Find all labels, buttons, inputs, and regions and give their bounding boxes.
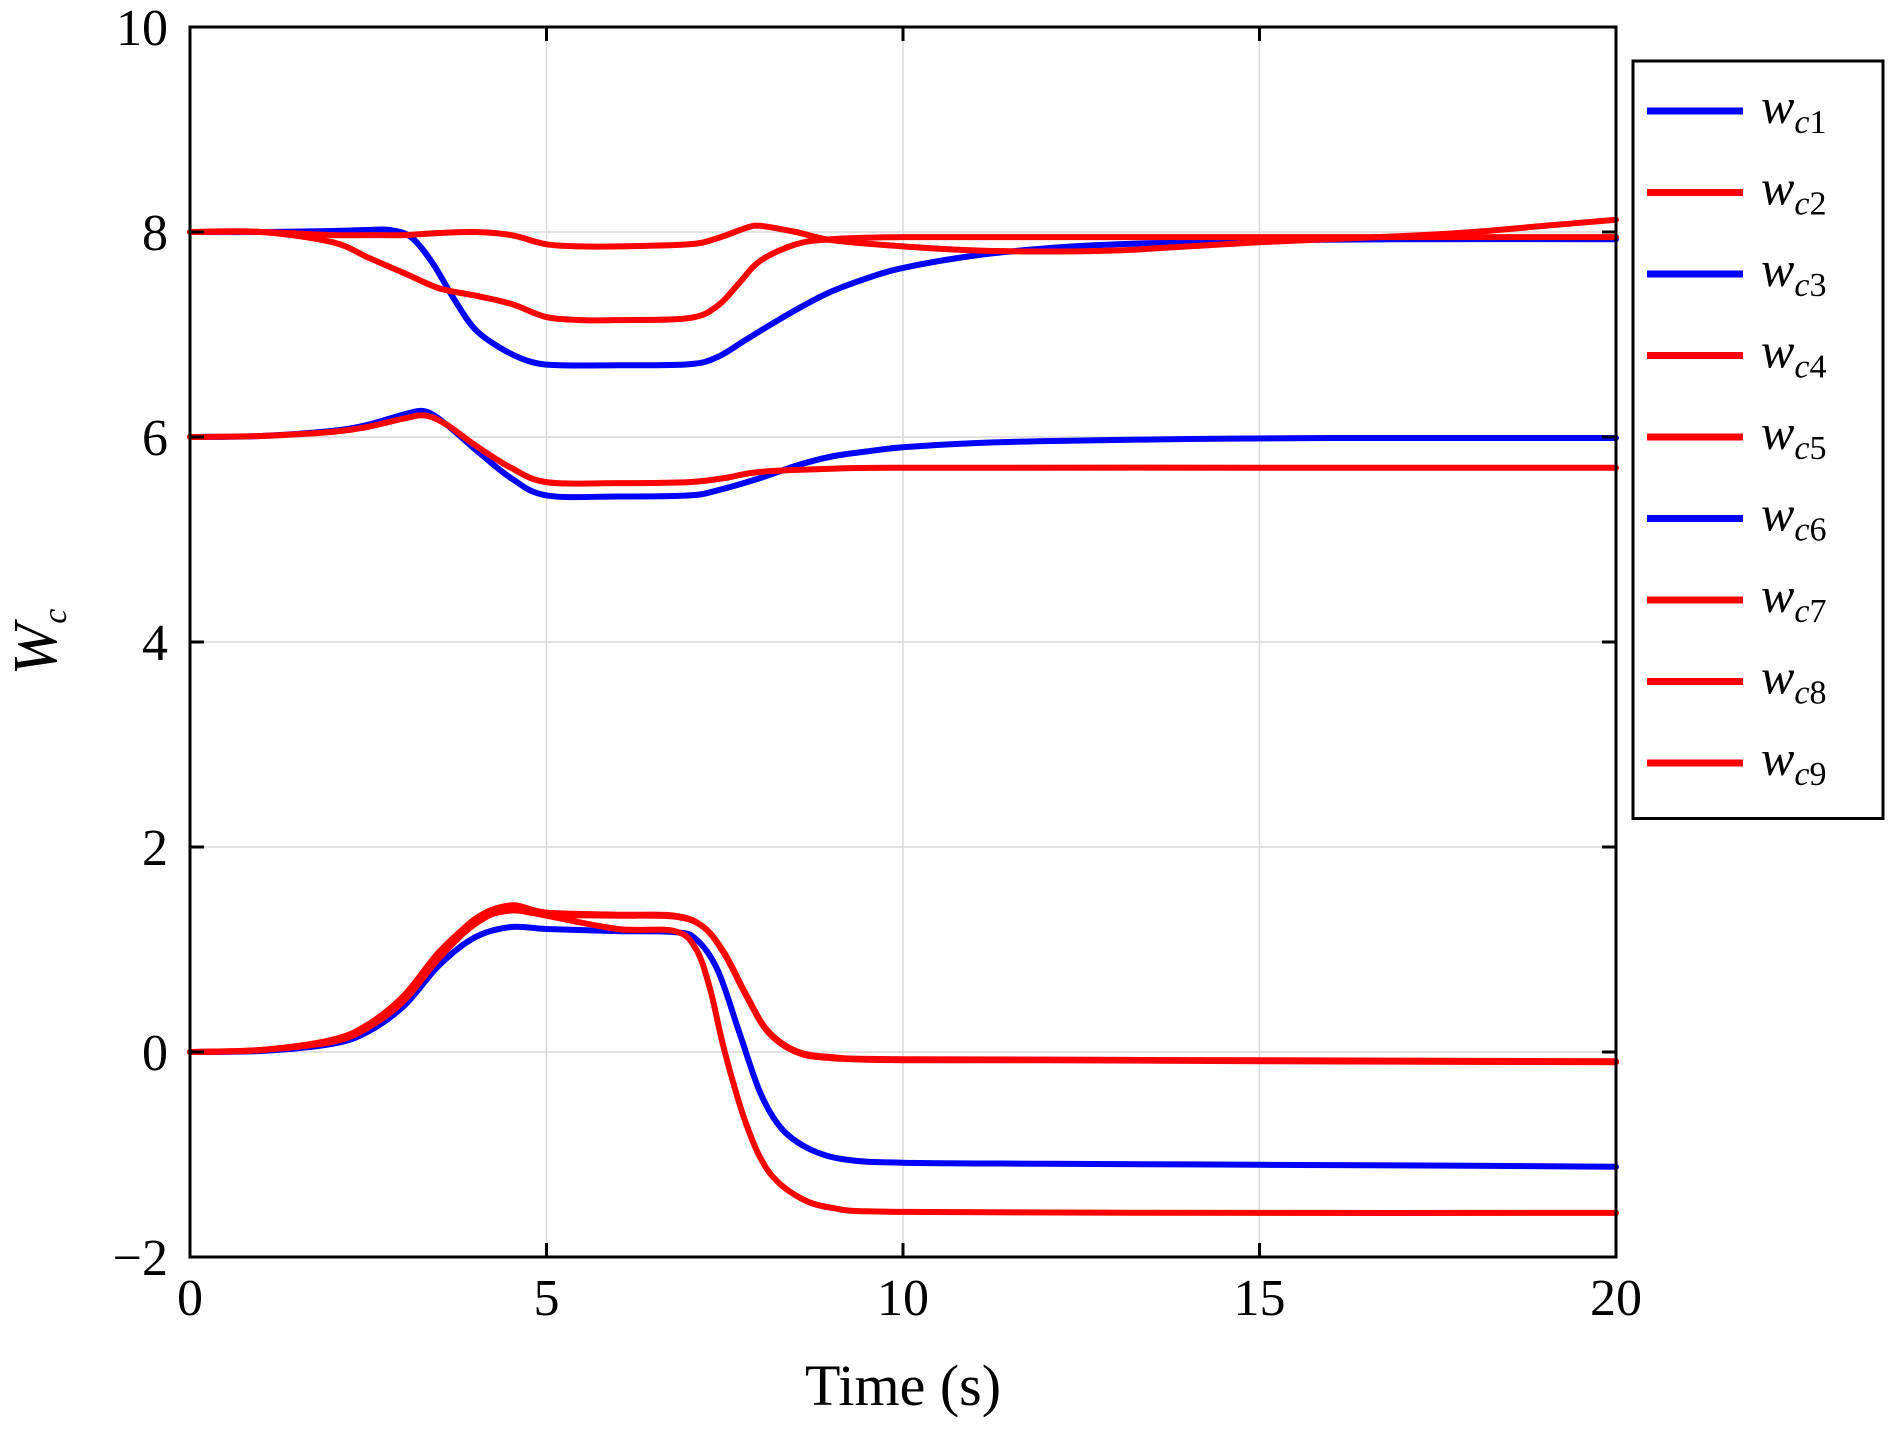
legend-label-main: w: [1761, 160, 1794, 216]
legend-label-main: w: [1761, 486, 1794, 542]
legend-label-main: w: [1761, 649, 1794, 705]
legend-label-c3: wc3: [1761, 241, 1826, 304]
legend-label-c6: wc6: [1761, 486, 1826, 549]
legend-label-c7: wc7: [1761, 567, 1826, 630]
series-line-c5: [187, 412, 1619, 487]
x-tick-label: 20: [1590, 1270, 1642, 1327]
y-axis-label-main: W: [2, 618, 70, 675]
x-tick-label: 0: [177, 1270, 203, 1327]
series-line-c3: [187, 407, 1619, 501]
legend-label-main: w: [1761, 567, 1794, 623]
x-tick-label: 10: [877, 1270, 929, 1327]
x-tick-labels: 0 5 10 15 20: [177, 1270, 1642, 1327]
legend-label-sub: c1: [1794, 104, 1826, 141]
y-tick-label: 8: [142, 205, 168, 262]
grid-lines: [190, 27, 1616, 1257]
legend-label-sub: c8: [1794, 675, 1826, 712]
x-tick-label: 15: [1234, 1270, 1286, 1327]
legend-label-sub: c5: [1794, 430, 1826, 467]
legend-label-main: w: [1761, 241, 1794, 297]
y-tick-labels: −2 0 2 4 6 8 10: [113, 0, 168, 1287]
legend-label-main: w: [1761, 323, 1794, 379]
axis-ticks: [188, 25, 1618, 1259]
legend-label-sub: c2: [1794, 186, 1826, 223]
y-tick-label: −2: [113, 1230, 168, 1287]
legend-label-main: w: [1761, 404, 1794, 460]
series-line-c2: [187, 216, 1619, 255]
series-line-c6: [187, 923, 1619, 1170]
legend-label-c8: wc8: [1761, 649, 1826, 712]
y-tick-label: 2: [142, 820, 168, 877]
x-axis-label: Time (s): [805, 1353, 1001, 1418]
series-line-c4: [187, 228, 1619, 324]
y-tick-label: 6: [142, 410, 168, 467]
series-line-c9: [187, 902, 1619, 1065]
y-axis-label: Wc: [2, 609, 74, 676]
y-tick-label: 10: [116, 0, 168, 57]
legend-label-sub: c3: [1794, 267, 1826, 304]
legend-label-main: w: [1761, 78, 1794, 134]
legend-label-main: w: [1761, 730, 1794, 786]
y-axis-label-sub: c: [37, 609, 74, 624]
legend-label-sub: c4: [1794, 349, 1826, 386]
legend-label-sub: c6: [1794, 512, 1826, 549]
legend-label-c9: wc9: [1761, 730, 1826, 793]
y-tick-label: 0: [142, 1025, 168, 1082]
legend-label-c2: wc2: [1761, 160, 1826, 223]
legend-label-c1: wc1: [1761, 78, 1826, 141]
y-tick-label: 4: [142, 615, 168, 672]
legend-label-c4: wc4: [1761, 323, 1826, 386]
x-tick-label: 5: [534, 1270, 560, 1327]
legend-label-c5: wc5: [1761, 404, 1826, 467]
legend-label-sub: c7: [1794, 593, 1826, 630]
series-lines: [187, 216, 1619, 1216]
legend-label-sub: c9: [1794, 756, 1826, 793]
